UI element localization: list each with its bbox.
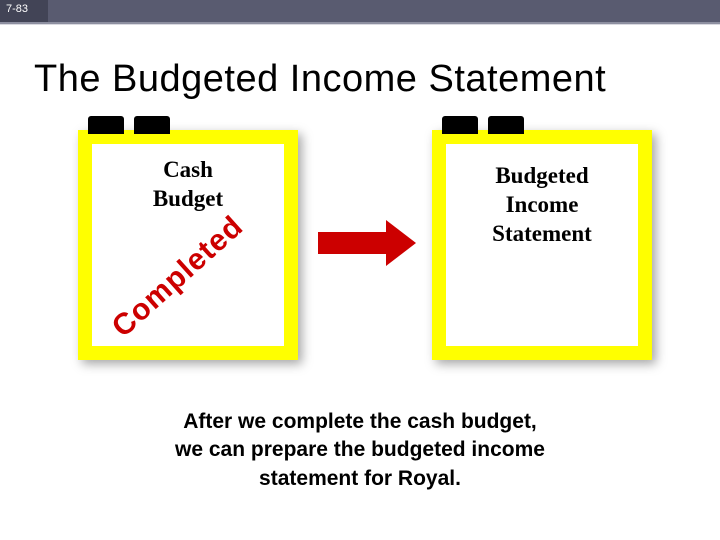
folder-tab-icon	[488, 116, 524, 134]
topbar-main-segment	[48, 0, 720, 22]
folder-tab-icon	[442, 116, 478, 134]
card1-line2: Budget	[153, 186, 223, 211]
folder-tab-icon	[88, 116, 124, 134]
footer-text: After we complete the cash budget, we ca…	[0, 408, 720, 493]
card1-line1: Cash	[163, 157, 213, 182]
topbar-underline-light	[0, 24, 720, 25]
card2-line1: Budgeted	[495, 163, 588, 188]
arrow-icon	[318, 220, 414, 266]
card-text: Budgeted Income Statement	[446, 162, 638, 248]
top-bar	[0, 0, 720, 22]
slide-number: 7-83	[6, 3, 28, 15]
card2-line3: Statement	[492, 221, 592, 246]
card-budgeted-income-statement: Budgeted Income Statement	[432, 130, 652, 360]
card-text: Cash Budget	[92, 156, 284, 214]
folder-tab-icon	[134, 116, 170, 134]
footer-line1: After we complete the cash budget,	[183, 410, 537, 433]
footer-line3: statement for Royal.	[259, 467, 461, 490]
slide-title: The Budgeted Income Statement	[34, 58, 606, 101]
card-inner: Budgeted Income Statement	[446, 144, 638, 346]
footer-line2: we can prepare the budgeted income	[175, 438, 545, 461]
card2-line2: Income	[506, 192, 579, 217]
